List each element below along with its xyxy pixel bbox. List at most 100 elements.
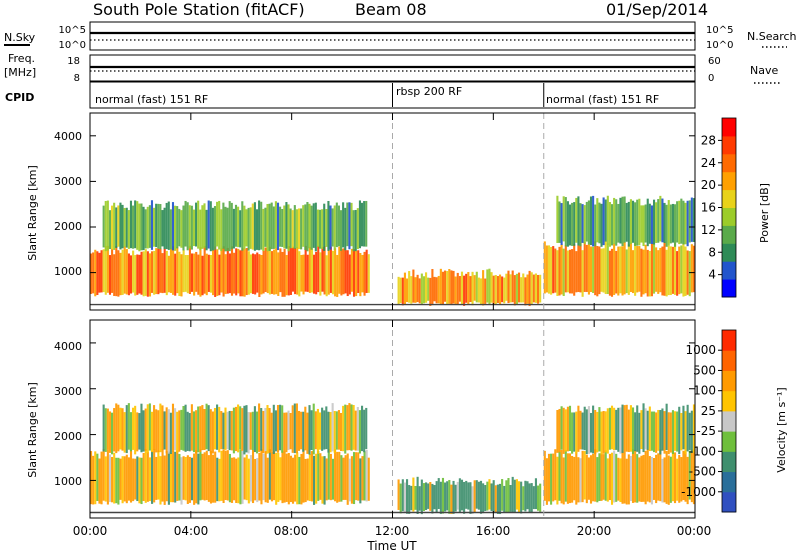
power-data-cell	[294, 247, 297, 295]
power-data-cell	[115, 207, 118, 248]
power-data-cell	[623, 196, 626, 243]
power-data-cell	[397, 276, 400, 305]
power-data-cell	[673, 204, 677, 247]
velocity-data-cell	[300, 453, 303, 505]
velocity-data-cell	[323, 456, 326, 505]
velocity-data-cell	[644, 408, 647, 450]
velocity-data-cell	[352, 404, 355, 450]
velocity-data-cell	[102, 404, 105, 452]
velocity-y-axis-label: Slant Range [km]	[26, 382, 39, 478]
power-data-cell	[270, 202, 273, 250]
power-data-cell	[655, 247, 658, 292]
velocity-data-cell	[268, 408, 271, 453]
velocity-data-cell	[251, 411, 254, 451]
velocity-data-cell	[441, 477, 445, 514]
power-data-cell	[117, 205, 120, 247]
power-data-cell	[230, 202, 233, 250]
power-data-cell	[594, 241, 597, 296]
velocity-data-cell	[283, 451, 286, 503]
velocity-data-cell	[473, 480, 476, 514]
velocity-data-cell	[285, 453, 288, 502]
velocity-data-cell	[352, 452, 356, 505]
velocity-data-cell	[216, 457, 219, 502]
velocity-data-cell	[136, 456, 139, 502]
power-data-cell	[134, 255, 137, 296]
power-data-cell	[264, 207, 267, 247]
velocity-data-cell	[304, 406, 307, 451]
velocity-data-cell	[318, 412, 322, 450]
power-data-cell	[513, 275, 516, 306]
velocity-data-cell	[113, 408, 116, 452]
power-data-cell	[108, 210, 112, 250]
power-data-cell	[316, 209, 319, 247]
velocity-data-cell	[104, 408, 107, 452]
nave-label: Nave	[750, 64, 778, 77]
velocity-data-cell	[94, 451, 97, 505]
velocity-data-cell	[171, 403, 175, 452]
power-data-cell	[446, 271, 449, 304]
power-data-cell	[245, 209, 248, 247]
velocity-colorbar-label: Velocity [m s⁻¹]	[775, 387, 788, 472]
velocity-data-cell	[188, 456, 191, 503]
power-data-cell	[640, 205, 643, 243]
velocity-colorbar-swatch	[722, 330, 736, 351]
power-data-cell	[604, 199, 607, 242]
power-data-cell	[581, 250, 584, 297]
power-data-cell	[199, 247, 202, 297]
power-data-cell	[188, 205, 191, 249]
velocity-data-cell	[279, 457, 282, 501]
velocity-data-cell	[287, 452, 290, 505]
velocity-data-cell	[573, 456, 576, 501]
velocity-data-cell	[610, 452, 614, 505]
power-data-cell	[575, 251, 578, 293]
velocity-data-cell	[642, 454, 645, 502]
velocity-data-cell	[600, 453, 603, 501]
velocity-data-cell	[564, 409, 567, 452]
velocity-data-cell	[96, 453, 99, 502]
power-data-cell	[123, 207, 126, 247]
velocity-data-cell	[558, 451, 561, 501]
velocity-data-cell	[321, 407, 324, 451]
power-data-cell	[596, 246, 599, 297]
power-data-cell	[207, 254, 210, 292]
velocity-data-cell	[640, 410, 643, 450]
velocity-data-cell	[623, 452, 626, 504]
velocity-data-cell	[340, 455, 343, 502]
power-colorbar-tick-label: 4	[708, 268, 716, 282]
power-data-cell	[98, 252, 101, 293]
velocity-data-cell	[690, 410, 693, 453]
velocity-data-cell	[317, 450, 320, 501]
power-data-cell	[327, 250, 330, 295]
velocity-data-cell	[585, 409, 588, 455]
nsky-right-top-tick: 10^5	[706, 25, 733, 36]
velocity-data-cell	[224, 407, 227, 450]
velocity-data-cell	[634, 412, 637, 452]
velocity-data-cell	[270, 451, 274, 502]
velocity-data-cell	[161, 449, 164, 502]
velocity-data-cell	[490, 483, 493, 512]
power-data-cell	[253, 202, 256, 251]
power-data-cell	[545, 245, 548, 293]
velocity-data-cell	[629, 405, 632, 452]
power-data-cell	[129, 255, 133, 294]
velocity-data-cell	[627, 454, 630, 505]
power-data-cell	[564, 197, 567, 247]
power-colorbar-swatch	[722, 135, 736, 155]
velocity-data-cell	[640, 455, 643, 502]
power-data-cell	[106, 200, 109, 251]
power-data-cell	[627, 201, 630, 247]
velocity-data-cell	[673, 452, 677, 504]
velocity-data-cell	[117, 404, 120, 452]
power-data-cell	[306, 254, 309, 292]
velocity-data-cell	[180, 409, 183, 450]
power-data-cell	[151, 251, 154, 293]
power-data-cell	[239, 250, 242, 297]
velocity-data-cell	[188, 413, 191, 452]
power-data-cell	[291, 210, 294, 249]
power-data-cell	[414, 277, 417, 303]
velocity-data-cell	[176, 411, 179, 453]
power-data-cell	[102, 249, 105, 293]
velocity-data-cell	[509, 484, 512, 512]
power-data-cell	[592, 195, 595, 247]
velocity-colorbar-tick-label: 25	[701, 404, 716, 418]
